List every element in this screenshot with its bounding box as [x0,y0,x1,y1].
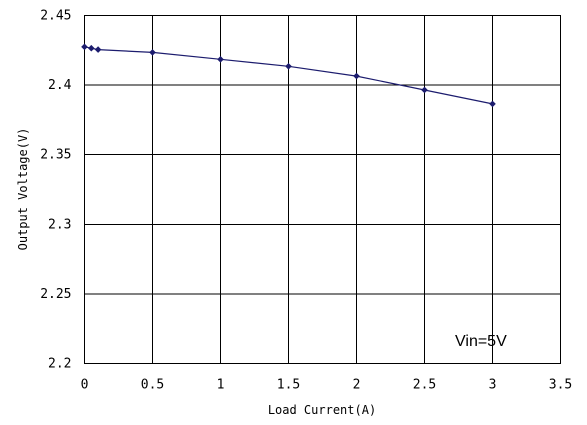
data-point [489,100,496,108]
x-tick-labels: 0 0.5 1 1.5 2 2.5 3 3.5 [81,378,573,393]
x-tick-label: 1.5 [277,378,300,393]
data-series [81,43,496,108]
data-point [421,86,428,94]
data-point [81,43,88,51]
y-tick-label: 2.35 [40,148,71,163]
y-tick-label: 2.2 [48,357,71,372]
y-tick-label: 2.25 [40,287,71,302]
y-tick-label: 2.4 [48,78,72,93]
y-tick-label: 2.3 [48,217,71,232]
data-point [149,49,156,56]
x-axis-title: Load Current(A) [268,403,376,417]
x-tick-label: 0 [81,378,89,393]
plot-frame [84,15,561,364]
vin-annotation: Vin=5V [455,333,507,350]
data-point [353,72,360,80]
data-point [285,63,292,70]
data-point [94,46,102,53]
data-point [217,56,224,63]
grid-lines [84,15,561,364]
data-point [88,44,95,52]
x-tick-label: 3.5 [549,378,572,393]
x-tick-label: 3 [489,378,497,393]
x-tick-label: 2.5 [413,378,436,393]
x-tick-label: 2 [353,378,361,393]
y-tick-labels: 2.2 2.25 2.3 2.35 2.4 2.45 [40,9,71,372]
y-tick-label: 2.45 [40,9,71,24]
x-tick-label: 1 [217,378,225,393]
x-tick-label: 0.5 [141,378,164,393]
y-axis-title: Output Voltage(V) [16,128,30,251]
